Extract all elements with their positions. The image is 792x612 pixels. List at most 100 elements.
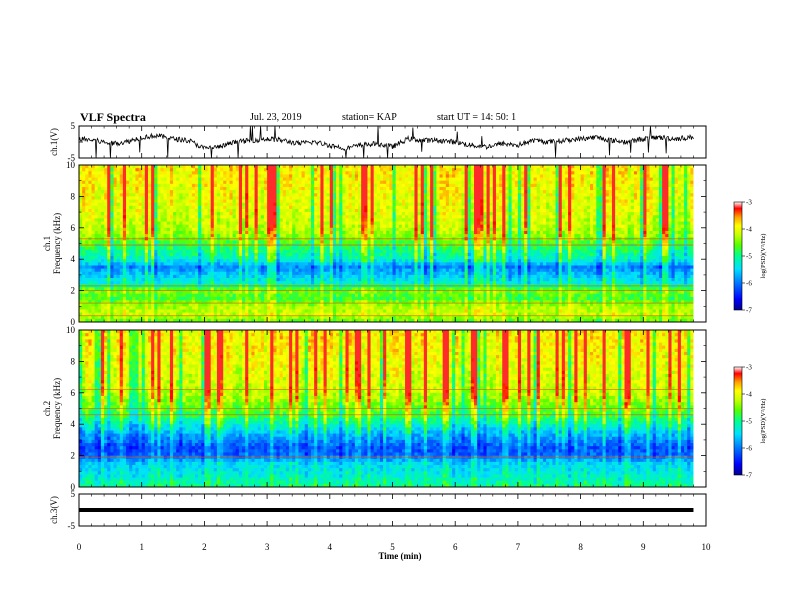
spectrogram-cell bbox=[464, 171, 469, 175]
spectrogram-cell bbox=[505, 240, 509, 244]
spectrogram-cell bbox=[251, 165, 255, 169]
spectrogram-cell bbox=[298, 230, 302, 235]
spectrogram-cell bbox=[336, 234, 340, 238]
spectrogram-cell bbox=[210, 174, 215, 178]
spectrogram-cell bbox=[79, 186, 83, 191]
spectrogram-cell bbox=[207, 215, 212, 219]
spectrogram-cell bbox=[329, 202, 334, 207]
spectrogram-cell bbox=[502, 227, 506, 232]
spectrogram-cell bbox=[97, 218, 102, 222]
spectrogram-cell bbox=[213, 171, 218, 175]
spectrogram-cell bbox=[242, 177, 246, 182]
spectrogram-cell bbox=[116, 165, 121, 169]
spectrogram-cell bbox=[270, 227, 274, 232]
spectrogram-cell bbox=[521, 240, 525, 244]
spectrogram-cell bbox=[179, 208, 183, 213]
spectrogram-cell bbox=[94, 196, 99, 200]
spectrogram-cell bbox=[668, 165, 672, 169]
spectrogram-cell bbox=[339, 171, 343, 175]
spectrogram-cell bbox=[417, 171, 422, 175]
spectrogram-cell bbox=[671, 240, 676, 244]
spectrogram-cell bbox=[238, 221, 243, 226]
spectrogram-cell bbox=[633, 234, 638, 238]
spectrogram-cell bbox=[260, 165, 265, 169]
spectrogram-cell bbox=[546, 196, 550, 200]
spectrogram-cell bbox=[680, 230, 685, 235]
spectrogram-cell bbox=[511, 171, 516, 175]
spectrogram-cell bbox=[113, 165, 118, 169]
spectrogram-cell bbox=[599, 218, 603, 222]
spectrogram-cell bbox=[229, 196, 234, 200]
spectrogram-cell bbox=[680, 202, 685, 207]
spectrogram-cell bbox=[580, 205, 585, 210]
spectrogram-cell bbox=[527, 234, 531, 238]
spectrogram-cell bbox=[113, 221, 118, 226]
spectrogram-cell bbox=[423, 165, 428, 169]
spectrogram-cell bbox=[376, 177, 381, 182]
spectrogram-cell bbox=[671, 218, 676, 222]
spectrogram-cell bbox=[433, 193, 437, 197]
spectrogram-cell bbox=[361, 212, 365, 216]
spectrogram-cell bbox=[442, 196, 447, 200]
spectrogram-cell bbox=[405, 221, 409, 226]
spectrogram-cell bbox=[480, 196, 484, 200]
spectrogram-cell bbox=[289, 177, 293, 182]
spectrogram-cell bbox=[304, 215, 309, 219]
spectrogram-cell bbox=[207, 221, 212, 226]
spectrogram-cell bbox=[223, 180, 227, 185]
spectrogram-cell bbox=[104, 230, 108, 235]
spectrogram-cell bbox=[332, 165, 337, 169]
spectrogram-cell bbox=[210, 215, 215, 219]
spectrogram-cell bbox=[605, 196, 610, 200]
spectrogram-cell bbox=[104, 168, 108, 172]
spectrogram-cell bbox=[583, 240, 588, 244]
spectrogram-cell bbox=[304, 193, 309, 197]
spectrogram-cell bbox=[351, 215, 356, 219]
spectrogram-cell bbox=[602, 171, 607, 175]
spectrogram-cell bbox=[646, 180, 650, 185]
spectrogram-cell bbox=[364, 183, 368, 188]
spectrogram-cell bbox=[85, 174, 89, 178]
spectrogram-cell bbox=[564, 224, 569, 229]
spectrogram-cell bbox=[602, 180, 607, 185]
spectrogram-cell bbox=[417, 240, 422, 244]
spectrogram-cell bbox=[464, 174, 469, 178]
spectrogram-cell bbox=[323, 174, 328, 178]
spectrogram-cell bbox=[492, 196, 497, 200]
spectrogram-cell bbox=[336, 183, 340, 188]
spectrogram-cell bbox=[605, 218, 610, 222]
spectrogram-cell bbox=[383, 196, 387, 200]
spectrogram-cell bbox=[326, 202, 331, 207]
spectrogram-cell bbox=[558, 174, 563, 178]
spectrogram-cell bbox=[320, 234, 324, 238]
spectrogram-cell bbox=[317, 212, 321, 216]
spectrogram-cell bbox=[254, 165, 259, 169]
spectrogram-cell bbox=[508, 240, 513, 244]
spectrogram-cell bbox=[220, 218, 224, 222]
spectrogram-cell bbox=[282, 221, 287, 226]
spectrogram-cell bbox=[91, 218, 96, 222]
spectrogram-cell bbox=[411, 221, 415, 226]
spectrogram-cell bbox=[226, 174, 230, 178]
spectrogram-cell bbox=[448, 196, 453, 200]
spectrogram-cell bbox=[85, 212, 89, 216]
spectrogram-cell bbox=[571, 224, 575, 229]
spectrogram-cell bbox=[433, 205, 437, 210]
spectrogram-cell bbox=[495, 227, 500, 232]
spectrogram-cell bbox=[320, 186, 324, 191]
spectrogram-cell bbox=[295, 227, 299, 232]
spectrogram-cell bbox=[524, 227, 528, 232]
spectrogram-cell bbox=[618, 174, 622, 178]
spectrogram-cell bbox=[668, 215, 672, 219]
spectrogram-cell bbox=[179, 165, 183, 169]
spectrogram-cell bbox=[408, 205, 412, 210]
spectrogram-cell bbox=[141, 208, 146, 213]
spectrogram-cell bbox=[514, 183, 519, 188]
spectrogram-cell bbox=[304, 221, 309, 226]
spectrogram-cell bbox=[229, 199, 234, 204]
spectrogram-cell bbox=[605, 205, 610, 210]
spectrogram-cell bbox=[389, 193, 393, 197]
spectrogram-cell bbox=[113, 190, 118, 194]
spectrogram-cell bbox=[533, 227, 538, 232]
spectrogram-cell bbox=[94, 234, 99, 238]
